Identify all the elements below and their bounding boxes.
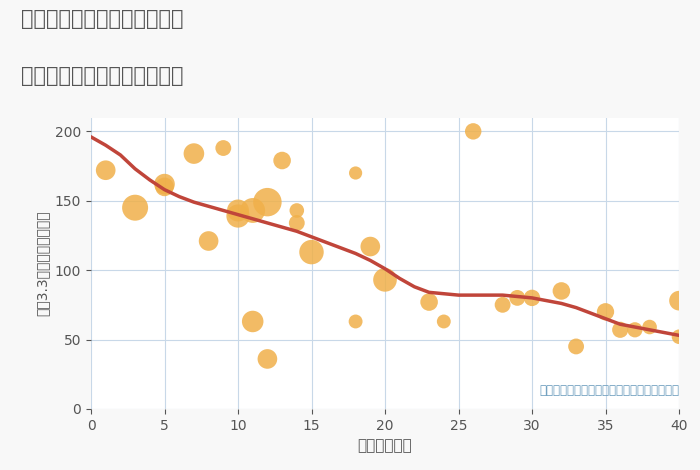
Point [615, 326, 626, 334]
Y-axis label: 坪（3.3㎡）単価（万円）: 坪（3.3㎡）単価（万円） [35, 211, 49, 316]
Point [247, 207, 258, 214]
Point [100, 166, 111, 174]
Point [526, 294, 538, 302]
Point [497, 301, 508, 309]
Point [130, 204, 141, 212]
Point [291, 219, 302, 227]
Point [673, 297, 685, 305]
Point [306, 248, 317, 256]
Point [232, 207, 244, 214]
Point [159, 183, 170, 191]
Point [424, 298, 435, 306]
Point [276, 157, 288, 164]
Point [218, 144, 229, 152]
Point [247, 318, 258, 325]
Point [438, 318, 449, 325]
Point [570, 343, 582, 350]
Text: 神奈川県横浜市緑区東本郷町: 神奈川県横浜市緑区東本郷町 [21, 9, 183, 30]
Point [159, 180, 170, 188]
Point [556, 287, 567, 295]
Point [232, 212, 244, 220]
Point [644, 323, 655, 331]
Point [350, 318, 361, 325]
Point [188, 150, 199, 157]
Text: 円の大きさは、取引のあった物件面積を示す: 円の大きさは、取引のあった物件面積を示す [539, 384, 679, 397]
Point [262, 198, 273, 206]
Point [365, 243, 376, 251]
Point [291, 207, 302, 214]
Text: 築年数別中古マンション価格: 築年数別中古マンション価格 [21, 66, 183, 86]
Point [350, 169, 361, 177]
Point [203, 237, 214, 245]
Point [673, 333, 685, 340]
X-axis label: 築年数（年）: 築年数（年） [358, 438, 412, 453]
Point [262, 355, 273, 363]
Point [629, 326, 641, 334]
Point [600, 308, 611, 315]
Point [512, 294, 523, 302]
Point [379, 276, 391, 283]
Point [468, 128, 479, 135]
